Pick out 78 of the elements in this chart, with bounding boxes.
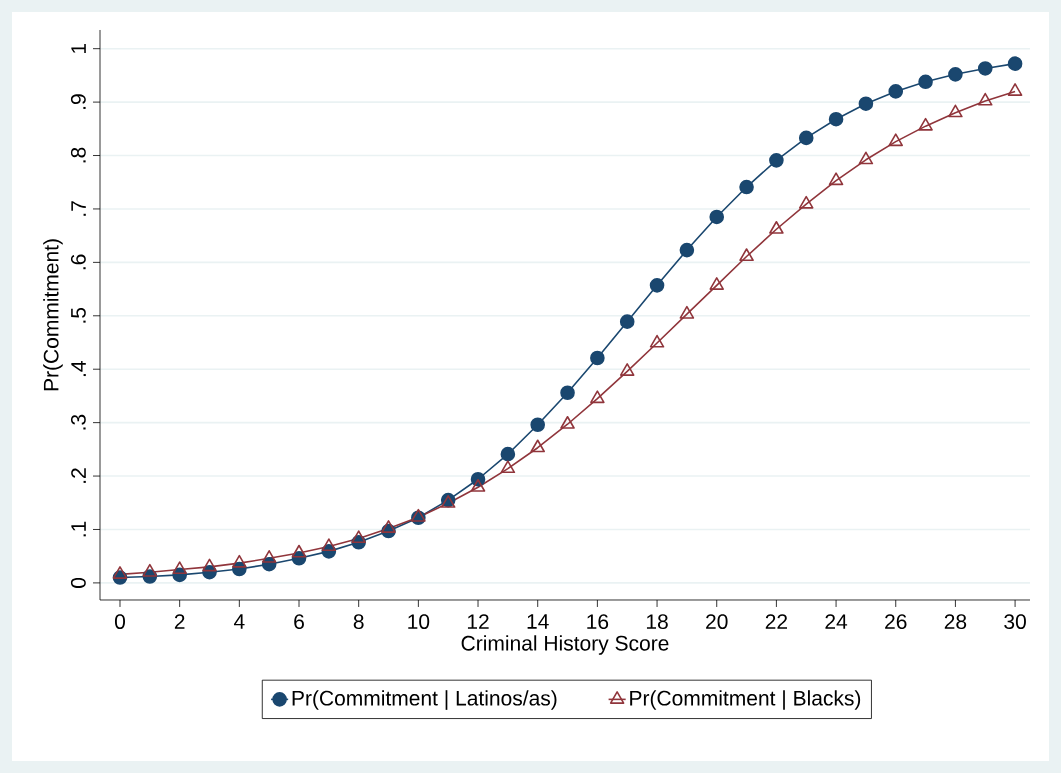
point (739, 179, 754, 195)
point (888, 84, 904, 99)
x-tick-label: 18 (646, 614, 668, 630)
point (619, 363, 635, 376)
point (112, 566, 128, 579)
y-tick-label: 0 (70, 577, 86, 588)
x-tick-label: 4 (233, 614, 245, 629)
point (918, 74, 933, 90)
point (590, 390, 605, 404)
y-tick-label: .5 (71, 307, 86, 323)
x-tick-label: 22 (765, 614, 788, 629)
x-tick-label: 28 (944, 614, 967, 630)
point (142, 563, 158, 577)
point (619, 314, 635, 329)
point (888, 133, 904, 147)
point (858, 96, 874, 112)
point (261, 550, 277, 563)
x-tick-label: 20 (706, 614, 728, 630)
point (739, 248, 754, 262)
y-tick-label: .2 (71, 468, 86, 483)
point (679, 242, 695, 258)
point (918, 117, 933, 131)
point (679, 305, 695, 319)
point (351, 530, 366, 544)
point (798, 195, 814, 209)
legend-label: Pr(Commitment | Latinos/as) (292, 690, 557, 710)
x-tick-label: 30 (1004, 614, 1026, 630)
point (709, 277, 725, 290)
point (530, 417, 545, 433)
y-tick-label: .1 (71, 521, 86, 537)
point (530, 439, 545, 453)
y-tick-label: .7 (71, 201, 86, 216)
y-tick-label: 1 (71, 43, 86, 53)
y-axis-title: Pr(Commitment) (43, 239, 63, 391)
y-tick-label: .4 (71, 361, 86, 377)
x-tick-label: 0 (114, 614, 126, 630)
point (1007, 83, 1023, 96)
point (291, 544, 307, 558)
point (798, 130, 814, 146)
point (948, 67, 963, 82)
x-tick-label: 6 (294, 614, 304, 630)
point (858, 151, 874, 165)
x-tick-label: 26 (885, 614, 907, 630)
point (769, 153, 784, 168)
y-tick-label: .3 (70, 414, 86, 430)
x-tick-label: 2 (174, 614, 185, 629)
point (560, 385, 575, 401)
point (560, 415, 575, 429)
point (828, 172, 844, 186)
point (500, 446, 516, 462)
point (470, 478, 486, 492)
x-tick-label: 24 (825, 614, 848, 629)
point (649, 278, 665, 293)
point (709, 209, 725, 225)
x-tick-label: 14 (527, 614, 549, 629)
y-tick-label: .6 (70, 254, 86, 270)
x-tick-label: 16 (587, 614, 609, 630)
point (381, 520, 396, 533)
point (321, 538, 337, 552)
point (828, 111, 844, 127)
point (500, 460, 516, 474)
point (769, 220, 784, 234)
point (232, 554, 247, 568)
y-tick-label: .8 (70, 147, 86, 163)
point (649, 334, 665, 348)
y-tick-label: .9 (70, 94, 86, 109)
point (202, 558, 217, 572)
x-tick-label: 10 (408, 614, 430, 630)
point (977, 92, 993, 106)
x-tick-label: 8 (353, 614, 364, 630)
point (1007, 56, 1023, 71)
legend-label: Pr(Commitment | Blacks) (630, 690, 861, 710)
point (977, 61, 993, 76)
x-axis-title: Criminal History Score (461, 635, 669, 655)
x-tick-label: 12 (467, 614, 489, 629)
point (590, 350, 605, 366)
point (948, 104, 963, 118)
point (172, 561, 187, 575)
